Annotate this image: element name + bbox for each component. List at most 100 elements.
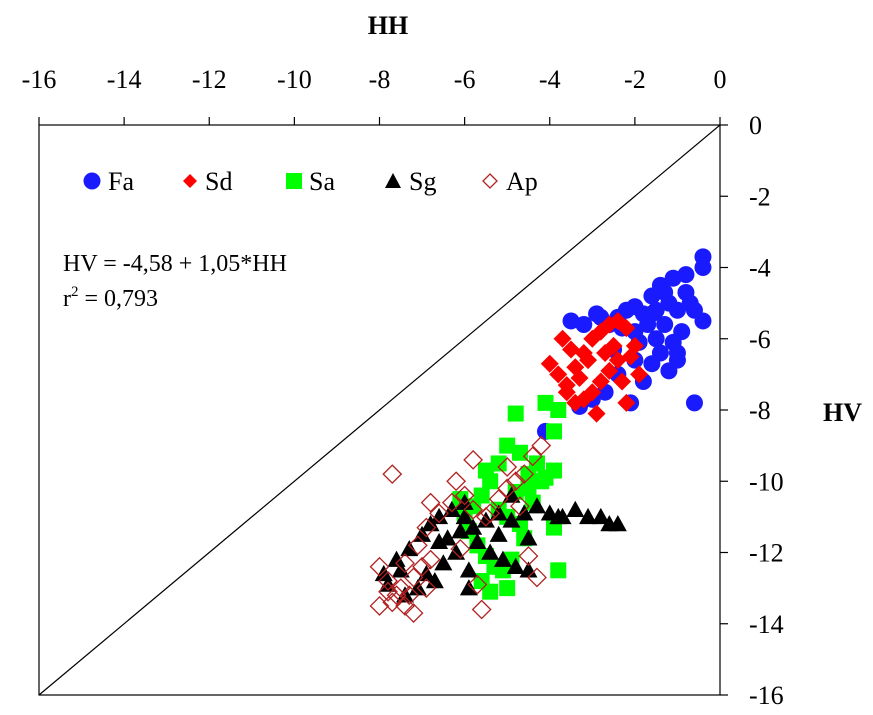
data-point <box>450 539 471 559</box>
data-point <box>481 543 500 560</box>
data-point <box>434 554 453 571</box>
data-point <box>694 312 712 330</box>
r-squared-label: r2 = 0,793 <box>63 284 158 312</box>
data-point <box>420 492 441 513</box>
y-tick-label: 0 <box>749 111 762 140</box>
data-point <box>499 580 516 597</box>
legend-label: Sa <box>309 167 335 196</box>
regression-annotation: HV = -4,58 + 1,05*HH r2 = 0,793 <box>63 251 287 312</box>
data-point <box>630 365 649 384</box>
y-tick-label: -6 <box>749 325 771 354</box>
data-point <box>459 561 478 578</box>
data-point <box>537 469 554 486</box>
data-point <box>546 423 563 440</box>
plot-area <box>38 124 721 696</box>
data-point <box>617 319 636 338</box>
data-point <box>429 503 450 524</box>
data-point <box>447 543 466 560</box>
data-point <box>668 344 686 362</box>
data-point <box>549 507 568 525</box>
data-point <box>591 372 610 391</box>
y-tick-label: -16 <box>749 681 784 710</box>
legend: Fa Sd Sa Sg Ap <box>83 167 538 196</box>
data-point <box>471 599 492 620</box>
data-point <box>527 567 547 588</box>
regression-equation: HV = -4,58 + 1,05*HH <box>63 251 287 277</box>
data-point <box>400 539 419 557</box>
data-point <box>446 471 467 492</box>
data-point <box>482 583 499 600</box>
data-point <box>497 478 518 499</box>
data-point <box>463 449 484 470</box>
data-point <box>468 532 487 550</box>
data-point <box>382 464 403 485</box>
data-point <box>621 347 640 366</box>
data-point <box>540 354 559 373</box>
data-point <box>480 503 501 524</box>
y-tick-label: -4 <box>749 254 771 283</box>
legend-item-sd: Sd <box>183 167 232 196</box>
x-tick-label: -16 <box>22 65 57 94</box>
data-point <box>566 393 585 412</box>
data-point <box>455 493 474 510</box>
data-point <box>490 455 507 472</box>
data-point <box>455 507 474 525</box>
data-point <box>520 480 537 497</box>
x-tick-label: -12 <box>192 65 227 94</box>
data-point <box>369 596 390 616</box>
data-point <box>378 581 398 602</box>
data-point <box>600 361 619 380</box>
data-point <box>656 316 674 333</box>
data-point <box>403 567 424 588</box>
data-point <box>522 446 543 467</box>
data-point <box>677 283 695 301</box>
data-point <box>519 529 538 546</box>
data-point <box>425 572 444 589</box>
data-point <box>588 305 606 323</box>
data-point <box>477 462 494 479</box>
data-point <box>441 492 462 513</box>
data-point <box>570 368 589 387</box>
y-tick-label: -10 <box>749 467 784 496</box>
r-squared-superscript: 2 <box>71 284 79 300</box>
data-point <box>656 283 674 301</box>
one-to-one-reference-line <box>38 124 721 696</box>
data-point <box>475 506 496 527</box>
y-tick-label: -12 <box>749 539 784 568</box>
data-point <box>647 330 665 348</box>
data-point <box>399 585 420 606</box>
data-point <box>617 393 636 412</box>
data-point <box>459 579 478 596</box>
legend-marker <box>83 172 101 190</box>
data-point <box>550 562 567 579</box>
legend-label: Fa <box>108 167 134 196</box>
data-point <box>677 266 695 284</box>
data-point <box>488 489 509 509</box>
data-point <box>643 355 661 373</box>
x-tick-label: -10 <box>277 65 312 94</box>
data-point <box>566 500 585 517</box>
r-squared-prefix: r <box>63 286 71 312</box>
data-point <box>550 402 567 418</box>
data-point <box>395 553 415 574</box>
data-point <box>531 435 552 456</box>
data-point <box>464 518 483 535</box>
legend-label: Sg <box>409 167 436 196</box>
data-point <box>527 497 546 514</box>
data-point <box>497 457 518 477</box>
y-axis: 0 -2 -4 -6 -8 -10 -12 -14 -16 <box>720 111 784 710</box>
data-point <box>390 578 411 599</box>
data-point <box>489 525 508 542</box>
data-point <box>412 556 432 577</box>
data-point <box>685 394 703 412</box>
data-point <box>403 603 424 623</box>
legend-marker <box>183 174 197 188</box>
data-point <box>557 383 576 402</box>
data-point <box>378 571 398 591</box>
legend-marker <box>482 173 498 189</box>
data-point <box>587 404 606 423</box>
x-tick-label: -2 <box>624 65 646 94</box>
legend-item-ap: Ap <box>482 167 538 196</box>
x-tick-label: -4 <box>539 65 561 94</box>
y-tick-label: -8 <box>749 396 771 425</box>
